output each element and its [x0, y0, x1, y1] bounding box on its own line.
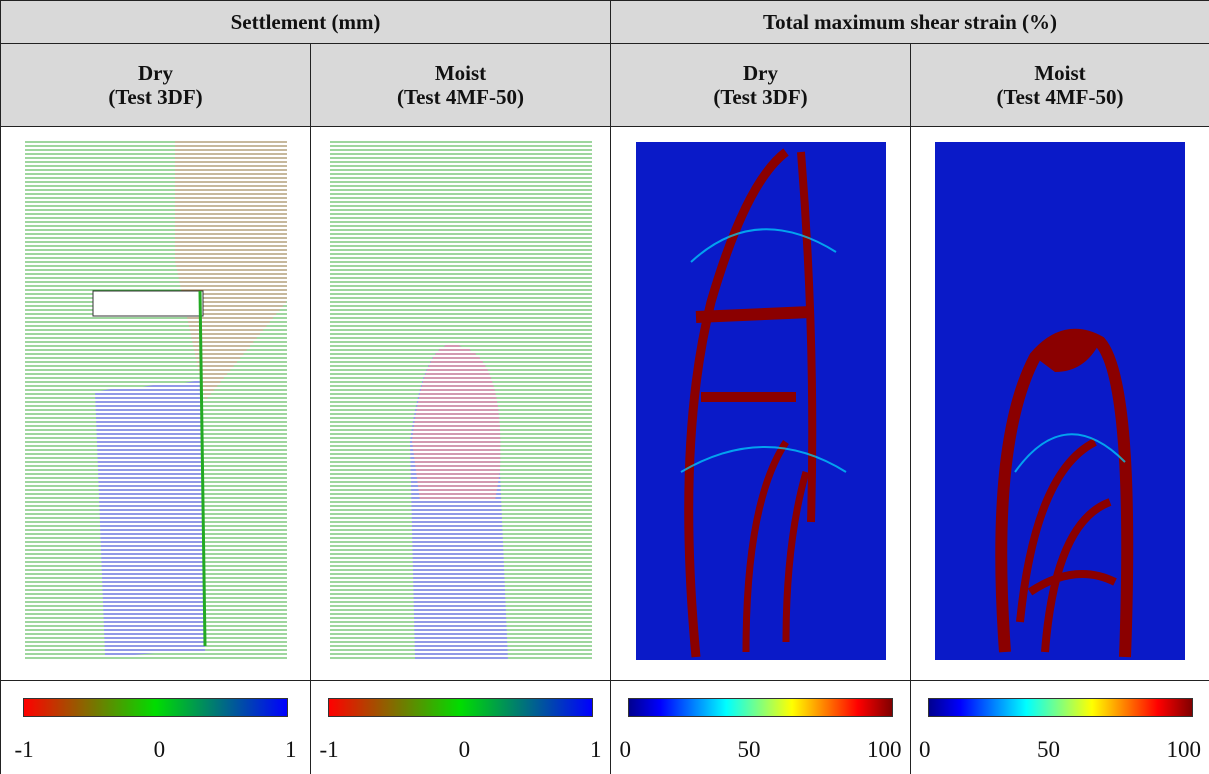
strain-map — [935, 142, 1186, 660]
condition: Dry — [743, 61, 779, 85]
group-header: Total maximum shear strain (%) — [610, 0, 1209, 44]
tick-label: 100 — [867, 737, 902, 762]
test: (Test 3DF) — [713, 85, 808, 109]
colorbar — [328, 698, 593, 717]
column-header: Moist (Test 4MF-50) — [309, 43, 612, 127]
tick-label: 1 — [284, 737, 297, 762]
test: (Test 4MF-50) — [397, 85, 524, 109]
colorbar-cell: 0 50 100 — [610, 680, 912, 774]
test: (Test 3DF) — [108, 85, 203, 109]
colorbar-cell: -1 0 1 — [309, 680, 612, 774]
tick-label: 50 — [1037, 737, 1061, 762]
image-cell — [910, 126, 1209, 681]
column-header: Moist (Test 4MF-50) — [910, 43, 1209, 127]
colorbar-ticks: -1 0 1 — [15, 737, 297, 763]
tick-label: 1 — [589, 737, 602, 762]
condition: Moist — [1034, 61, 1086, 85]
condition: Moist — [434, 61, 487, 85]
column-header: Dry (Test 3DF) — [610, 43, 912, 127]
image-cell — [610, 126, 912, 681]
tick-label: -1 — [319, 737, 339, 762]
column-header: Dry (Test 3DF) — [0, 43, 311, 127]
tick-label: 0 — [153, 737, 166, 762]
strain-map — [635, 142, 886, 660]
tick-label: 50 — [737, 737, 761, 762]
tick-label: 0 — [919, 737, 931, 762]
tick-label: 0 — [458, 737, 471, 762]
colorbar — [927, 698, 1193, 717]
image-cell — [0, 126, 311, 681]
tick-label: -1 — [14, 737, 34, 762]
image-cell — [309, 126, 612, 681]
group-header: Settlement (mm) — [0, 0, 612, 44]
tick-label: 100 — [1166, 737, 1202, 762]
colorbar-ticks: 0 50 100 — [919, 737, 1201, 763]
settlement-map — [329, 141, 592, 661]
colorbar-ticks: -1 0 1 — [320, 737, 602, 763]
colorbar — [23, 698, 288, 717]
colorbar-cell: 0 50 100 — [910, 680, 1209, 774]
test: (Test 4MF-50) — [996, 85, 1124, 109]
tick-label: 0 — [619, 737, 632, 762]
settlement-map — [24, 141, 287, 661]
colorbar — [628, 698, 894, 717]
colorbar-cell: -1 0 1 — [0, 680, 311, 774]
condition: Dry — [138, 61, 173, 85]
colorbar-ticks: 0 50 100 — [620, 737, 902, 763]
